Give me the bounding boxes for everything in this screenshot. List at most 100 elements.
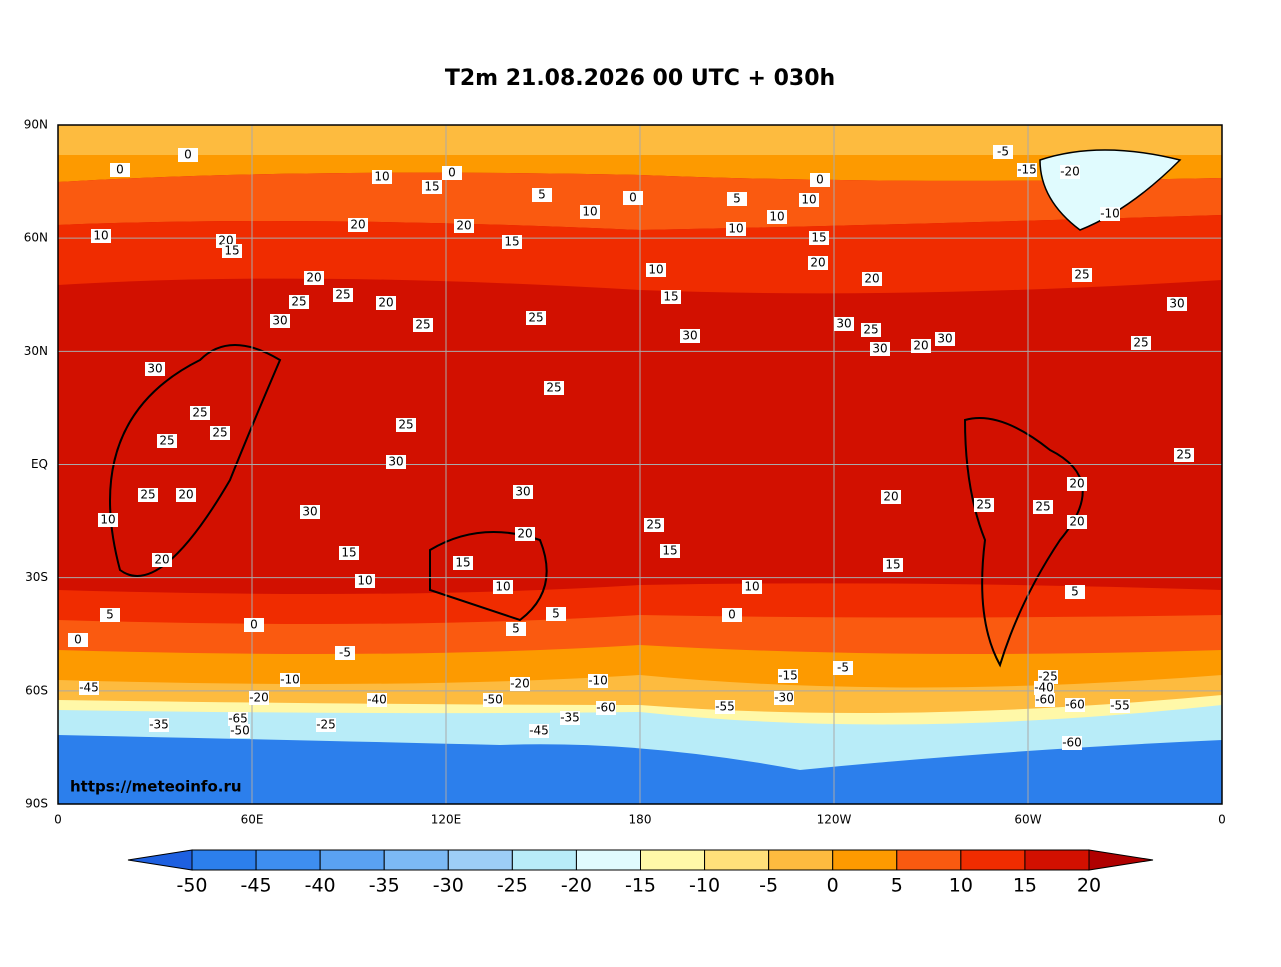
contour-label-box xyxy=(861,323,881,337)
contour-label: 25 xyxy=(210,426,230,440)
contour-label-text: 15 xyxy=(455,556,470,570)
contour-label-text: -5 xyxy=(837,661,849,675)
contour-label: 25 xyxy=(289,295,309,309)
contour-label-box xyxy=(396,418,416,432)
contour-label-text: 10 xyxy=(648,263,663,277)
contour-label-text: 25 xyxy=(415,318,430,332)
contour-label: -60 xyxy=(1065,698,1085,712)
colorbar-tick-label: 15 xyxy=(1013,875,1037,897)
contour-label-box xyxy=(715,700,735,714)
contour-label-box xyxy=(515,527,535,541)
contour-label-box xyxy=(935,332,955,346)
contour-label-box xyxy=(98,513,118,527)
colorbar-tick-label: -25 xyxy=(497,875,528,897)
contour-label: -25 xyxy=(316,718,336,732)
contour-label-text: 15 xyxy=(662,544,677,558)
colorbar-tick-label: -20 xyxy=(561,875,592,897)
contour-label: -50 xyxy=(230,724,250,738)
contour-label-text: 25 xyxy=(140,488,155,502)
contour-label-text: 5 xyxy=(1071,585,1079,599)
contour-label-text: 20 xyxy=(154,553,169,567)
contour-label: 30 xyxy=(513,485,533,499)
contour-label: 5 xyxy=(546,607,566,621)
contour-label: 5 xyxy=(1065,585,1085,599)
contour-label-text: -25 xyxy=(316,718,336,732)
contour-label-box xyxy=(339,546,359,560)
contour-label-box xyxy=(367,693,387,707)
contour-label-text: 25 xyxy=(159,434,174,448)
y-axis-label: 90N xyxy=(24,118,48,132)
contour-label-box xyxy=(808,256,828,270)
contour-label: 10 xyxy=(799,193,819,207)
contour-label: -10 xyxy=(280,673,300,687)
contour-label: 15 xyxy=(660,544,680,558)
contour-label-text: -65 xyxy=(228,712,248,726)
contour-label-text: 20 xyxy=(306,271,321,285)
contour-label-text: 30 xyxy=(1169,297,1184,311)
contour-label-text: 25 xyxy=(192,406,207,420)
contour-label: 25 xyxy=(396,418,416,432)
contour-label: 25 xyxy=(1033,500,1053,514)
contour-label: 5 xyxy=(532,188,552,202)
contour-label-box xyxy=(911,339,931,353)
contour-label: 25 xyxy=(138,488,158,502)
contour-label: 30 xyxy=(680,329,700,343)
contour-label: 25 xyxy=(1174,448,1194,462)
contour-label-box xyxy=(422,180,442,194)
contour-label-box xyxy=(316,718,336,732)
colorbar-tick-label: -40 xyxy=(305,875,336,897)
contour-label-text: 5 xyxy=(552,607,560,621)
contour-label: 30 xyxy=(870,342,890,356)
colorbar-extension-high xyxy=(1088,849,1154,871)
contour-label-text: 25 xyxy=(546,381,561,395)
contour-label: 20 xyxy=(1067,515,1087,529)
contour-label-box xyxy=(79,681,99,695)
contour-label-box xyxy=(544,381,564,395)
colorbar-tick-label: -50 xyxy=(176,875,207,897)
contour-label: 0 xyxy=(178,148,198,162)
contour-label-box xyxy=(1067,477,1087,491)
contour-label: 30 xyxy=(935,332,955,346)
contour-label-box xyxy=(270,314,290,328)
contour-label-text: 30 xyxy=(147,362,162,376)
contour-label-box xyxy=(355,574,375,588)
map-frame xyxy=(57,124,1223,805)
contour-label: -45 xyxy=(79,681,99,695)
contour-label-text: 25 xyxy=(1074,268,1089,282)
contour-label-text: 0 xyxy=(728,608,736,622)
contour-label-box xyxy=(513,485,533,499)
contour-label-box xyxy=(300,505,320,519)
contour-label-text: 30 xyxy=(836,317,851,331)
colorbar-tick-label: 0 xyxy=(827,875,839,897)
contour-label-box xyxy=(210,426,230,440)
contour-label-text: 30 xyxy=(388,455,403,469)
contour-label-box xyxy=(1065,698,1085,712)
contour-label-text: -60 xyxy=(1062,736,1082,750)
contour-label-text: 10 xyxy=(728,222,743,236)
contour-label-text: 15 xyxy=(504,235,519,249)
contour-label: -55 xyxy=(715,700,735,714)
contour-label-box xyxy=(1110,699,1130,713)
colorbar-tick-label: -30 xyxy=(433,875,464,897)
contour-label-text: 10 xyxy=(801,193,816,207)
contour-label: 30 xyxy=(386,455,406,469)
contour-label-box xyxy=(506,622,526,636)
contour-label-text: 30 xyxy=(872,342,887,356)
contour-label-text: 25 xyxy=(212,426,227,440)
contour-label-box xyxy=(644,518,664,532)
contour-label-box xyxy=(799,193,819,207)
contour-label-box xyxy=(100,608,120,622)
contour-label-text: 25 xyxy=(1176,448,1191,462)
contour-label-box xyxy=(646,263,666,277)
contour-label-box xyxy=(178,148,198,162)
contour-label: 15 xyxy=(453,556,473,570)
contour-label-box xyxy=(680,329,700,343)
contour-label-box xyxy=(493,580,513,594)
colorbar-tick-label: 10 xyxy=(949,875,973,897)
contour-label-text: -40 xyxy=(367,693,387,707)
contour-label-box xyxy=(588,674,608,688)
contour-label: -60 xyxy=(1062,736,1082,750)
contour-label-box xyxy=(1065,585,1085,599)
contour-label-text: 0 xyxy=(448,166,456,180)
